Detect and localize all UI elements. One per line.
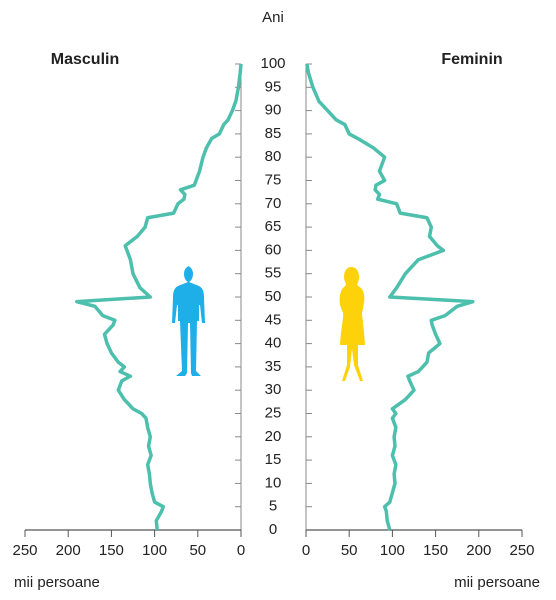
x-tick-label: 150 xyxy=(423,542,448,559)
x-axis-label: mii persoane xyxy=(14,574,100,591)
population-line xyxy=(75,63,243,531)
population-line xyxy=(305,63,475,531)
y-tick-label: 95 xyxy=(265,78,282,95)
x-tick-label: 100 xyxy=(380,542,405,559)
x-tick-label: 250 xyxy=(12,542,37,559)
x-tick-label: 50 xyxy=(341,542,358,559)
x-tick-label: 100 xyxy=(142,542,167,559)
y-tick-label: 20 xyxy=(265,428,282,445)
x-tick-label: 150 xyxy=(99,542,124,559)
male-icon xyxy=(172,266,205,376)
y-tick-label: 15 xyxy=(265,451,282,468)
y-tick-label: 70 xyxy=(265,195,282,212)
y-tick-label: 90 xyxy=(265,102,282,119)
x-tick-label: 0 xyxy=(302,542,310,559)
y-tick-label: 25 xyxy=(265,404,282,421)
y-tick-label: 45 xyxy=(265,311,282,328)
x-axis-label: mii persoane xyxy=(454,574,540,591)
y-tick-label: 30 xyxy=(265,381,282,398)
x-tick-label: 200 xyxy=(466,542,491,559)
y-tick-label: 0 xyxy=(269,521,277,538)
y-tick-label: 55 xyxy=(265,265,282,282)
y-tick-label: 80 xyxy=(265,148,282,165)
x-tick-label: 200 xyxy=(56,542,81,559)
y-tick-label: 85 xyxy=(265,125,282,142)
y-axis-label: Ani xyxy=(262,9,284,26)
legend-male: Masculin xyxy=(51,51,119,68)
x-tick-label: 0 xyxy=(237,542,245,559)
y-tick-label: 100 xyxy=(260,55,285,72)
y-tick-label: 35 xyxy=(265,358,282,375)
x-tick-label: 250 xyxy=(509,542,534,559)
y-tick-label: 75 xyxy=(265,171,282,188)
female-icon xyxy=(339,267,365,381)
y-tick-label: 40 xyxy=(265,335,282,352)
x-tick-label: 50 xyxy=(189,542,206,559)
y-tick-label: 10 xyxy=(265,474,282,491)
y-tick-label: 5 xyxy=(269,498,277,515)
y-tick-label: 65 xyxy=(265,218,282,235)
y-tick-label: 50 xyxy=(265,288,282,305)
y-tick-label: 60 xyxy=(265,241,282,258)
legend-female: Feminin xyxy=(441,51,502,68)
